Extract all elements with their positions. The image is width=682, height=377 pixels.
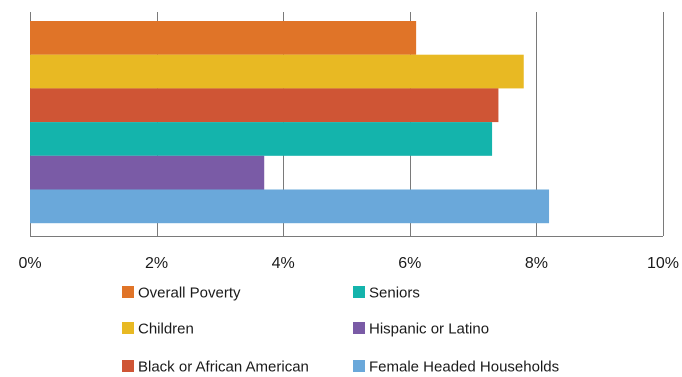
legend-label-seniors: Seniors [369,285,420,302]
legend-swatch-children [122,322,134,334]
legend-swatch-seniors [353,286,365,298]
x-tick-label: 10% [647,255,679,272]
bar-overall-poverty [30,21,417,55]
legend-swatch-female-headed-households [353,360,365,372]
bar-hispanic-or-latino [30,155,265,190]
x-tick-label: 8% [525,255,548,272]
legend-swatch-hispanic-or-latino [353,322,365,334]
bar-children [30,54,524,89]
legend-swatch-black-or-african-american [122,360,134,372]
x-tick-label: 2% [145,255,168,272]
legend-label-children: Children [138,321,194,338]
x-tick-label: 6% [398,255,421,272]
legend-label-overall-poverty: Overall Poverty [138,285,241,302]
legend-label-female-headed-households: Female Headed Households [369,359,559,376]
legend-swatch-overall-poverty [122,286,134,298]
x-tick-label: 4% [272,255,295,272]
bars [30,21,550,224]
legend-label-black-or-african-american: Black or African American [138,359,309,376]
bar-black-or-african-american [30,88,499,123]
bar-seniors [30,122,493,156]
x-tick-label: 0% [18,255,41,272]
x-axis-ticks: 0% 2% 4% 6% 8% 10% [18,255,679,272]
legend: Overall Poverty Seniors Children Hispanic o… [122,285,559,376]
bar-female-headed-households [30,189,550,224]
legend-label-hispanic-or-latino: Hispanic or Latino [369,321,489,338]
